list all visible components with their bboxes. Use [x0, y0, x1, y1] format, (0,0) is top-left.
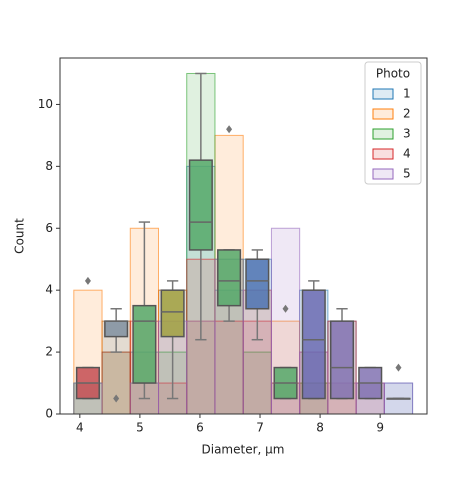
x-tick-label: 8	[316, 421, 324, 435]
x-tick-label: 6	[196, 421, 204, 435]
box	[329, 320, 355, 400]
box	[301, 289, 326, 400]
legend-swatch	[372, 128, 394, 140]
histogram-bar	[101, 351, 131, 415]
legend-swatch	[372, 148, 394, 160]
box	[160, 289, 185, 338]
x-tick-label: 9	[376, 421, 384, 435]
box	[245, 258, 270, 310]
y-tick-label: 0	[45, 407, 53, 421]
legend-label: 4	[403, 147, 411, 161]
y-tick-label: 2	[45, 345, 53, 359]
box	[104, 320, 129, 338]
outlier	[84, 276, 91, 285]
legend-label: 5	[403, 167, 411, 181]
outlier	[282, 304, 289, 313]
outlier	[113, 394, 120, 403]
box	[188, 159, 213, 251]
legend-swatch	[372, 168, 394, 180]
x-axis-label: Diameter, µm	[202, 443, 285, 457]
legend-title: Photo	[376, 67, 410, 81]
histogram-bar	[101, 351, 131, 415]
x-tick-label: 7	[256, 421, 264, 435]
y-tick-label: 8	[45, 159, 53, 173]
box	[217, 249, 242, 307]
y-tick-label: 4	[45, 283, 53, 297]
box	[132, 304, 157, 384]
plot-frame	[59, 57, 428, 415]
x-tick-label: 5	[136, 421, 144, 435]
legend-label: 3	[403, 127, 411, 141]
legend-label: 1	[403, 87, 411, 101]
legend-box	[364, 61, 422, 185]
legend-swatch	[372, 88, 394, 100]
outlier	[395, 363, 402, 372]
legend-swatch	[372, 108, 394, 120]
outlier	[226, 125, 233, 134]
legend-label: 2	[403, 107, 411, 121]
y-axis-label: Count	[13, 218, 27, 254]
x-tick-label: 4	[76, 421, 84, 435]
y-tick-label: 10	[38, 97, 53, 111]
y-tick-label: 6	[45, 221, 53, 235]
